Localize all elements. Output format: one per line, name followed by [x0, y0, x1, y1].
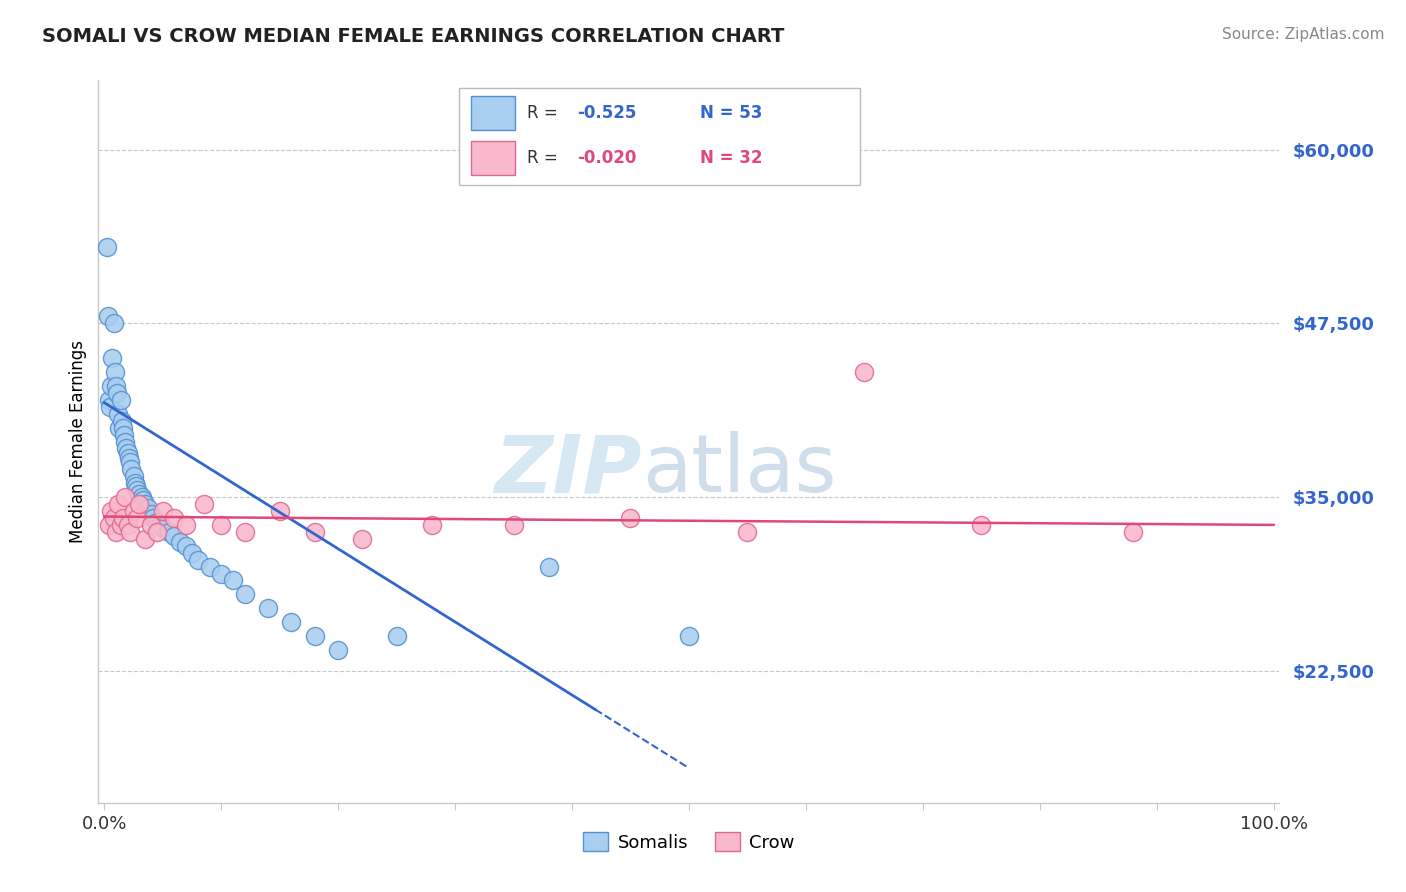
Point — [114, 490, 136, 504]
Point — [117, 445, 139, 459]
Point — [97, 392, 120, 407]
Point — [128, 497, 150, 511]
Point — [97, 310, 120, 324]
Point — [169, 534, 191, 549]
Point — [304, 629, 326, 643]
Point — [114, 434, 136, 449]
Point — [174, 539, 197, 553]
Point — [115, 442, 138, 456]
Point — [112, 427, 135, 442]
Point — [537, 559, 560, 574]
Point — [146, 515, 169, 529]
Point — [122, 504, 145, 518]
Point — [103, 317, 125, 331]
Point — [163, 529, 186, 543]
Point — [118, 455, 141, 469]
Point — [269, 504, 291, 518]
Point — [118, 451, 141, 466]
Point — [181, 546, 204, 560]
Point — [139, 507, 162, 521]
Point — [104, 365, 127, 379]
Point — [149, 517, 172, 532]
Point — [420, 517, 443, 532]
Point — [678, 629, 700, 643]
Point — [233, 524, 256, 539]
Text: Source: ZipAtlas.com: Source: ZipAtlas.com — [1222, 27, 1385, 42]
Point — [111, 420, 134, 434]
Point — [737, 524, 759, 539]
Point — [853, 365, 876, 379]
Point — [111, 414, 134, 428]
Point — [152, 504, 174, 518]
Point — [174, 517, 197, 532]
Point — [970, 517, 993, 532]
Text: ZIP: ZIP — [495, 432, 641, 509]
Point — [97, 517, 120, 532]
Point — [222, 574, 245, 588]
Point — [1122, 524, 1144, 539]
Point — [122, 469, 145, 483]
Point — [100, 504, 122, 518]
Point — [104, 524, 127, 539]
Legend: Somalis, Crow: Somalis, Crow — [576, 824, 801, 859]
Point — [304, 524, 326, 539]
Point — [124, 476, 146, 491]
Point — [233, 587, 256, 601]
Point — [111, 511, 134, 525]
Text: SOMALI VS CROW MEDIAN FEMALE EARNINGS CORRELATION CHART: SOMALI VS CROW MEDIAN FEMALE EARNINGS CO… — [42, 27, 785, 45]
Point — [110, 517, 132, 532]
Y-axis label: Median Female Earnings: Median Female Earnings — [69, 340, 87, 543]
Point — [107, 497, 129, 511]
Point — [110, 392, 132, 407]
Point — [125, 479, 148, 493]
Point — [198, 559, 221, 574]
Point — [108, 420, 131, 434]
Point — [139, 517, 162, 532]
Point — [125, 483, 148, 498]
Point — [117, 517, 139, 532]
Point — [98, 400, 121, 414]
Point — [118, 524, 141, 539]
Point — [385, 629, 408, 643]
Point — [280, 615, 302, 630]
Point — [163, 511, 186, 525]
Point — [209, 517, 232, 532]
Point — [134, 497, 156, 511]
Point — [107, 407, 129, 421]
Point — [134, 532, 156, 546]
Point — [326, 643, 349, 657]
Point — [619, 511, 641, 525]
Point — [132, 492, 155, 507]
Point — [105, 385, 128, 400]
Point — [100, 379, 122, 393]
Point — [502, 517, 524, 532]
Point — [120, 462, 142, 476]
Point — [157, 524, 180, 539]
Point — [103, 511, 125, 525]
Point — [125, 511, 148, 525]
Point — [209, 566, 232, 581]
Point — [131, 490, 153, 504]
Point — [96, 240, 118, 254]
Point — [101, 351, 124, 366]
Text: atlas: atlas — [641, 432, 837, 509]
Point — [146, 524, 169, 539]
Point — [142, 511, 165, 525]
Point — [350, 532, 373, 546]
Point — [187, 552, 209, 566]
Point — [104, 379, 127, 393]
Point — [128, 487, 150, 501]
Point — [152, 521, 174, 535]
Point — [136, 501, 159, 516]
Point — [193, 497, 215, 511]
Point — [257, 601, 280, 615]
